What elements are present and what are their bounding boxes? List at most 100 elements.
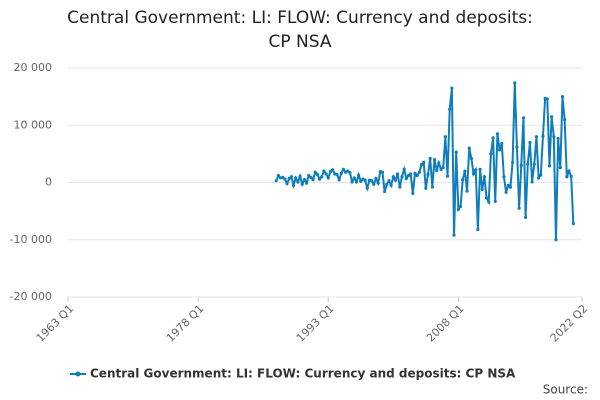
point — [341, 167, 346, 171]
point — [370, 179, 374, 183]
point — [313, 170, 317, 174]
point — [526, 162, 530, 166]
point — [363, 178, 367, 182]
point — [537, 176, 541, 180]
y-tick-label: 20 000 — [14, 61, 53, 74]
legend-label: Central Government: LI: FLOW: Currency a… — [90, 367, 516, 381]
y-tick-label: 10 000 — [14, 118, 53, 131]
point — [357, 173, 361, 177]
point — [274, 179, 278, 183]
point — [287, 176, 291, 181]
point — [291, 183, 296, 187]
point — [393, 178, 398, 182]
point — [437, 161, 441, 165]
point — [374, 176, 378, 181]
legend-marker — [75, 371, 81, 377]
point — [311, 178, 315, 182]
point — [409, 172, 413, 176]
point — [439, 167, 443, 171]
point — [289, 175, 293, 179]
point — [294, 176, 298, 180]
point — [571, 222, 575, 226]
point — [328, 170, 333, 174]
point — [432, 158, 437, 162]
point — [456, 207, 460, 212]
point — [532, 162, 536, 166]
point — [513, 81, 517, 85]
y-tick-label: -10 000 — [10, 233, 52, 246]
point — [324, 172, 328, 176]
point — [458, 204, 463, 209]
point — [309, 175, 313, 179]
point — [389, 183, 393, 187]
point — [339, 171, 343, 175]
point — [352, 176, 356, 180]
point — [396, 172, 400, 176]
point — [539, 173, 543, 177]
point — [391, 175, 395, 179]
point — [469, 156, 473, 161]
point — [365, 186, 369, 190]
point — [510, 160, 515, 165]
point — [506, 183, 510, 187]
point — [304, 181, 309, 185]
source: Source: — [543, 383, 588, 397]
point — [550, 115, 554, 119]
point — [322, 169, 326, 173]
point — [474, 168, 478, 172]
point — [400, 175, 404, 179]
point — [552, 135, 556, 139]
point — [376, 181, 380, 185]
point — [317, 177, 322, 181]
point — [443, 135, 447, 139]
point — [320, 175, 324, 179]
point — [558, 166, 562, 170]
point — [478, 167, 482, 171]
point — [330, 168, 335, 172]
point — [398, 185, 402, 189]
point — [385, 182, 389, 186]
point — [517, 206, 521, 210]
point — [276, 174, 280, 178]
point — [445, 174, 450, 178]
point — [476, 227, 480, 232]
point — [519, 163, 523, 167]
point — [281, 175, 285, 179]
point — [461, 178, 465, 182]
point — [502, 175, 506, 179]
point — [493, 199, 497, 203]
point — [545, 97, 549, 101]
point — [487, 200, 491, 204]
point — [326, 176, 330, 180]
point — [450, 86, 454, 90]
point — [372, 182, 376, 186]
point — [419, 163, 424, 167]
point — [413, 171, 417, 175]
point — [467, 146, 471, 150]
point — [315, 172, 320, 177]
point — [387, 179, 391, 183]
x-tick-label: 1963 Q1 — [34, 302, 77, 345]
x-tick-label: 2008 Q1 — [424, 302, 467, 345]
point — [534, 135, 539, 139]
point — [402, 167, 406, 171]
point — [296, 180, 300, 184]
point — [489, 152, 493, 156]
point — [524, 215, 528, 220]
point — [480, 187, 484, 191]
point — [484, 196, 489, 200]
point — [569, 174, 573, 178]
point — [406, 174, 411, 178]
point — [541, 134, 545, 138]
point — [497, 148, 502, 152]
point — [482, 175, 487, 179]
point — [515, 145, 519, 149]
point — [508, 185, 513, 189]
point — [452, 233, 456, 237]
point — [530, 180, 534, 184]
point — [300, 182, 304, 186]
point — [567, 169, 571, 173]
point — [383, 190, 387, 194]
